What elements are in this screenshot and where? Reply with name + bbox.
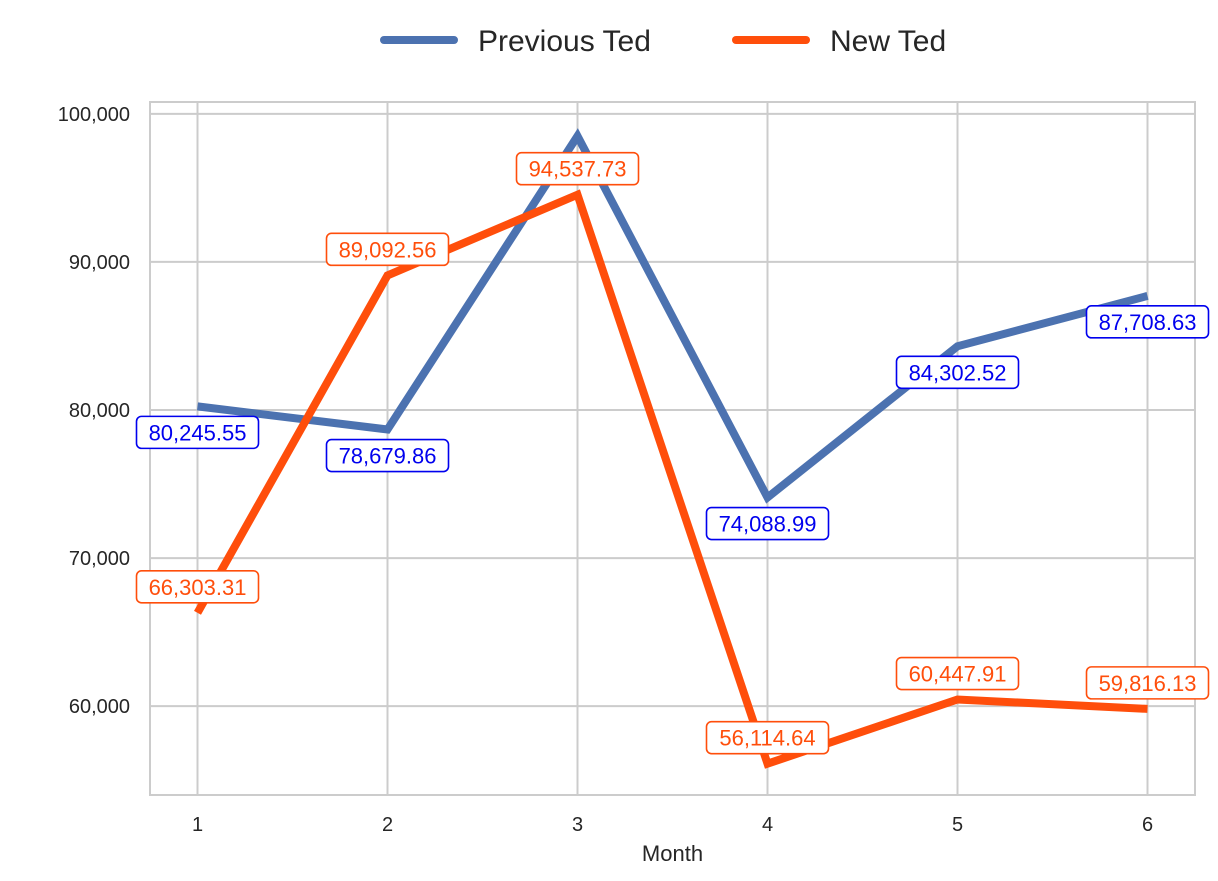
data-label: 66,303.31: [135, 570, 260, 604]
plot-frame: [149, 101, 1196, 796]
legend: Previous Ted New Ted: [380, 25, 946, 58]
data-label-box: [705, 720, 830, 755]
x-tick-label: 2: [382, 814, 393, 836]
data-label-box: [325, 232, 450, 267]
data-label-box: [895, 656, 1020, 691]
data-label-box: [135, 570, 260, 604]
x-tick-label: 3: [572, 814, 583, 836]
data-label-text: 89,092.56: [339, 237, 437, 262]
series-line-2: [194, 189, 1148, 769]
y-tick-label: 70,000: [69, 548, 130, 570]
data-labels: 80,245.55 78,679.86 74,088.99 84,302.52 87,7…: [135, 151, 1210, 755]
legend-item: New Ted: [732, 25, 946, 58]
data-label-text: 94,537.73: [529, 157, 627, 182]
data-label-text: 59,816.13: [1099, 671, 1197, 696]
x-tick-label: 4: [762, 814, 773, 836]
data-label-text: 84,302.52: [909, 360, 1007, 385]
x-axis-label: Month: [642, 841, 703, 866]
y-tick-label: 90,000: [69, 252, 130, 274]
grid: [150, 102, 1195, 795]
data-label: 94,537.73: [515, 151, 640, 186]
data-label-text: 78,679.86: [339, 444, 437, 469]
legend-item: Previous Ted: [380, 25, 651, 58]
data-label: 78,679.86: [325, 438, 450, 473]
series-layer: [194, 128, 1149, 769]
data-label: 59,816.13: [1085, 666, 1210, 700]
data-label: 87,708.63: [1085, 305, 1210, 339]
data-label-box: [895, 355, 1020, 390]
data-label-text: 80,245.55: [149, 420, 247, 445]
data-label-text: 66,303.31: [149, 575, 247, 600]
x-tick-label: 6: [1142, 814, 1153, 836]
data-label-box: [325, 438, 450, 473]
data-label-box: [1085, 305, 1210, 339]
legend-label: New Ted: [830, 25, 946, 58]
data-label-box: [1085, 666, 1210, 700]
data-label: 74,088.99: [705, 506, 830, 541]
data-label: 84,302.52: [895, 355, 1020, 390]
data-label-text: 60,447.91: [909, 662, 1007, 687]
tick-labels: 1 2 3 4 5 6 60,000 70,000 80,000 90,000 100,000: [58, 104, 1153, 836]
data-label-text: 74,088.99: [719, 512, 817, 537]
data-label-box: [705, 506, 830, 541]
series-line-1: [197, 128, 1149, 504]
data-label-box: [135, 415, 260, 450]
data-label-text: 56,114.64: [719, 726, 815, 751]
x-tick-label: 5: [952, 814, 963, 836]
data-label: 89,092.56: [325, 232, 450, 267]
data-label-box: [515, 151, 640, 186]
x-tick-label: 1: [192, 814, 203, 836]
data-label-text: 87,708.63: [1099, 310, 1197, 335]
y-tick-label: 100,000: [58, 104, 130, 126]
data-label: 60,447.91: [895, 656, 1020, 691]
y-tick-label: 60,000: [69, 696, 130, 718]
y-tick-label: 80,000: [69, 400, 130, 422]
data-label: 80,245.55: [135, 415, 260, 450]
legend-label: Previous Ted: [478, 25, 651, 58]
data-label: 56,114.64: [705, 720, 830, 755]
